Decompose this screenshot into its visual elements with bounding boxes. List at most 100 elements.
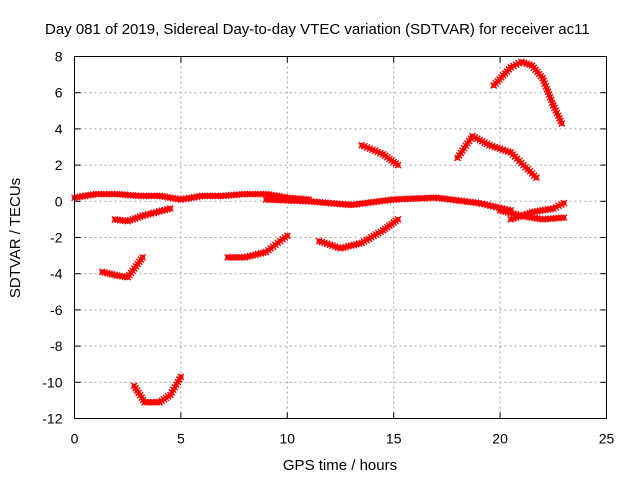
y-tick-label: -6: [50, 302, 63, 318]
series-markers: [71, 190, 185, 203]
data-point: [263, 191, 269, 197]
data-point: [559, 121, 565, 126]
data-point: [508, 64, 514, 70]
data-point: [469, 133, 475, 139]
data-point: [316, 238, 322, 244]
axis-ticks: 0 5 10 15 20 25 -12 -10 -8 -6 -4 -2 0 2 4 6 8: [42, 49, 614, 447]
series-markers: [224, 232, 291, 261]
data-point: [518, 59, 524, 65]
x-tick-label: 15: [386, 431, 402, 447]
data-point: [380, 151, 386, 157]
x-tick-label: 20: [492, 431, 508, 447]
data-point: [533, 175, 539, 181]
x-tick-label: 10: [280, 431, 296, 447]
data-point: [348, 202, 354, 208]
x-tick-label: 0: [71, 431, 79, 447]
y-tick-label: 6: [55, 85, 63, 101]
y-tick-label: -8: [50, 338, 63, 354]
data-point: [178, 197, 184, 202]
series-sat-i: [224, 232, 291, 261]
series-sat-g: [98, 253, 147, 281]
data-point: [99, 269, 105, 275]
data-point: [242, 191, 248, 197]
data-point: [178, 374, 184, 380]
data-point: [140, 254, 146, 260]
data-point: [487, 142, 492, 148]
data-point: [263, 249, 269, 255]
data-point: [338, 245, 343, 251]
data-point: [157, 193, 163, 199]
data-point: [306, 198, 312, 204]
y-tick-label: -4: [50, 266, 63, 282]
series-markers: [98, 253, 147, 281]
data-point: [359, 240, 365, 246]
data-point: [114, 191, 120, 197]
data-point: [140, 213, 146, 219]
data-point: [167, 392, 173, 398]
data-series: [71, 58, 568, 406]
series-markers: [315, 215, 402, 252]
series-sat-l: [454, 132, 540, 182]
data-point: [550, 102, 556, 108]
series-sat-b: [177, 190, 313, 203]
plot-frame: [74, 56, 607, 419]
y-tick-label: 2: [55, 157, 63, 173]
data-point: [242, 254, 248, 260]
data-point: [131, 383, 137, 389]
data-point: [125, 218, 131, 224]
series-sat-m: [490, 58, 566, 127]
x-axis-label: GPS time / hours: [283, 457, 397, 474]
data-point: [135, 193, 141, 199]
series-sat-k: [358, 141, 402, 169]
data-point: [529, 209, 535, 215]
data-point: [263, 197, 269, 202]
series-markers: [130, 373, 185, 406]
series-sat-f: [111, 205, 174, 225]
data-point: [561, 215, 567, 221]
chart-title: Day 081 of 2019, Sidereal Day-to-day VTE…: [45, 21, 590, 38]
y-tick-label: 8: [55, 49, 63, 65]
data-point: [529, 63, 535, 69]
data-point: [380, 227, 386, 233]
data-point: [167, 206, 173, 211]
y-tick-label: -12: [42, 411, 62, 427]
data-point: [497, 207, 503, 213]
data-point: [112, 216, 118, 222]
data-point: [284, 233, 290, 239]
data-point: [391, 197, 397, 202]
data-point: [491, 83, 497, 88]
data-point: [455, 155, 460, 161]
y-tick-label: 4: [55, 121, 63, 137]
y-tick-label: 0: [55, 193, 63, 209]
series-sat-a: [71, 190, 185, 203]
series-markers: [490, 58, 566, 127]
series-sat-c: [262, 194, 515, 214]
data-point: [508, 216, 514, 222]
grid: [74, 56, 607, 419]
data-point: [359, 142, 365, 148]
data-point: [395, 216, 401, 222]
data-point: [125, 274, 131, 280]
series-markers: [358, 141, 402, 169]
x-tick-label: 25: [599, 431, 615, 447]
y-axis-label: SDTVAR / TECUs: [7, 178, 24, 298]
series-sat-e: [507, 199, 568, 223]
data-point: [157, 399, 163, 405]
data-point: [114, 273, 120, 278]
data-point: [540, 75, 546, 81]
data-point: [433, 195, 439, 201]
data-point: [540, 216, 546, 222]
x-tick-label: 5: [177, 431, 185, 447]
series-sat-j: [315, 215, 402, 252]
data-point: [142, 399, 148, 405]
data-point: [508, 149, 514, 155]
y-tick-label: -2: [50, 230, 63, 246]
data-point: [561, 200, 567, 206]
data-point: [225, 254, 231, 260]
data-point: [93, 191, 99, 197]
series-sat-h: [130, 373, 185, 406]
data-point: [476, 200, 482, 206]
data-point: [550, 206, 556, 211]
data-point: [199, 193, 205, 199]
